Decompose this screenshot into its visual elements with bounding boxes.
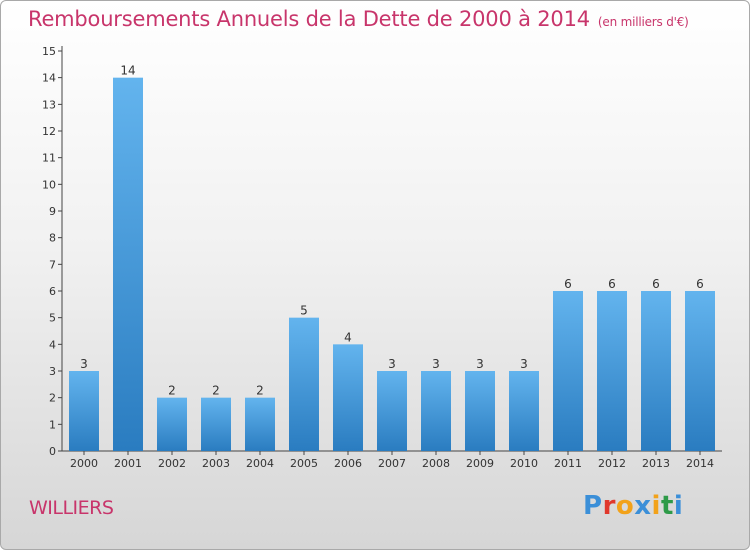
x-tick-label-2005: 2005 [290,457,318,470]
bar-2012 [597,291,627,451]
bar-2011 [553,291,583,451]
bar-2001 [113,77,143,452]
y-tick-label: 12 [42,125,56,138]
y-tick-label: 10 [42,178,56,191]
bar-2007 [377,371,407,451]
x-tick-label-2007: 2007 [378,457,406,470]
y-tick-label: 2 [49,392,56,405]
logo-letter: t [660,491,674,521]
data-label-2002: 2 [168,384,176,398]
logo-letter: P [583,491,603,521]
bars: 3 14 2 2 2 5 4 3 3 3 3 6 6 6 6 [69,64,715,452]
x-tick-label-2010: 2010 [510,457,538,470]
data-label-2014: 6 [696,277,704,291]
data-label-2005: 5 [300,304,308,318]
x-tick-label-2003: 2003 [202,457,230,470]
bar-2013 [641,291,671,451]
data-label-2007: 3 [388,357,396,371]
data-label-2011: 6 [564,277,572,291]
y-tick-label: 8 [49,232,56,245]
bar-2002 [157,397,187,451]
commune-name: WILLIERS [29,497,114,519]
x-tick-label-2012: 2012 [598,457,626,470]
chart-subtitle: (en milliers d'€) [597,15,689,29]
x-tick-label-2001: 2001 [114,457,142,470]
x-tick-label-2006: 2006 [334,457,362,470]
proxiti-logo: Proxiti [583,491,683,521]
bar-2000 [69,371,99,451]
y-tick-label: 6 [49,285,56,298]
x-tick-label-2014: 2014 [686,457,714,470]
data-label-2012: 6 [608,277,616,291]
x-tick-label-2008: 2008 [422,457,450,470]
y-tick-label: 9 [49,205,56,218]
logo-letter: x [634,491,652,521]
data-label-2008: 3 [432,357,440,371]
y-tick-label: 3 [49,365,56,378]
bar-2010 [509,371,539,451]
bar-2005 [289,317,319,451]
y-tick-label: 7 [49,258,56,271]
bar-2009 [465,371,495,451]
y-tick-label: 11 [42,152,56,165]
x-tick-label-2013: 2013 [642,457,670,470]
bar-2004 [245,397,275,451]
y-tick-label: 15 [42,45,56,58]
data-label-2006: 4 [344,330,352,344]
bar-2014 [685,291,715,451]
y-tick-label: 13 [42,98,56,111]
data-label-2004: 2 [256,384,264,398]
logo-letter: r [602,491,616,521]
bar-2003 [201,397,231,451]
x-tick-label-2000: 2000 [70,457,98,470]
y-tick-label: 14 [42,72,56,85]
y-tick-label: 1 [49,418,56,431]
chart-title: Remboursements Annuels de la Dette de 20… [28,7,689,31]
data-label-2013: 6 [652,277,660,291]
x-tick-label-2002: 2002 [158,457,186,470]
logo-letter: i [651,491,661,521]
data-label-2003: 2 [212,384,220,398]
y-tick-label: 5 [49,312,56,325]
data-label-2009: 3 [476,357,484,371]
x-tick-label-2004: 2004 [246,457,274,470]
bar-2008 [421,371,451,451]
x-tick-label-2009: 2009 [466,457,494,470]
logo-letter: o [615,491,635,521]
data-label-2001: 14 [120,64,135,78]
bar-2006 [333,344,363,451]
data-label-2000: 3 [80,357,88,371]
y-tick-label: 4 [49,338,56,351]
y-tick-label: 0 [49,445,56,458]
logo-letter: i [673,491,684,521]
x-tick-label-2011: 2011 [554,457,582,470]
data-label-2010: 3 [520,357,528,371]
